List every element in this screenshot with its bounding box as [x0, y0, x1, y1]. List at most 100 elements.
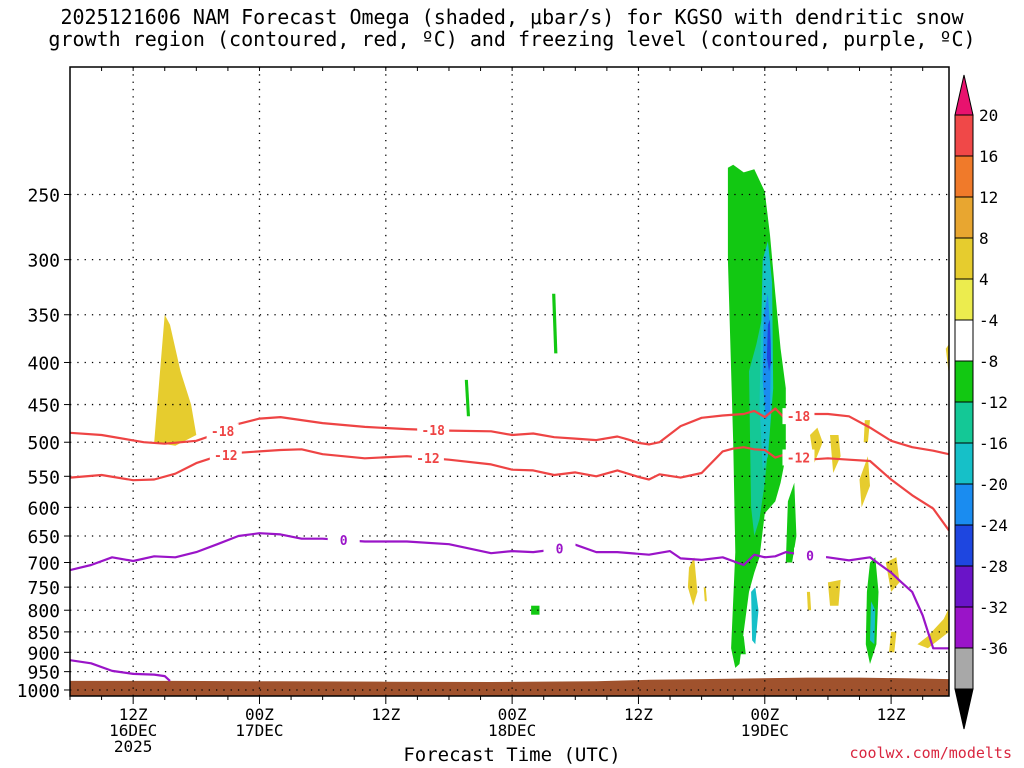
- colorbar-bin: [954, 401, 974, 444]
- omega-cell: [830, 435, 841, 473]
- colorbar-bin: [954, 360, 974, 403]
- omega-cell: [859, 456, 870, 508]
- x-tick-label: 00Z: [245, 705, 274, 724]
- x-tick-label: 12Z: [371, 705, 400, 724]
- ground-surface: [70, 677, 949, 696]
- colorbar-bin: [954, 237, 974, 280]
- x-tick-label: 00Z: [750, 705, 779, 724]
- title-line-2: growth region (contoured, red, ºC) and f…: [48, 27, 976, 51]
- colorbar: 20 16 12 8 4 -4 -8 -12 -16 -20 -24 -28 -32 -36: [954, 74, 1008, 730]
- colorbar-label: -12: [979, 393, 1008, 412]
- contour-label-bg: [794, 547, 827, 564]
- colorbar-label: 8: [979, 229, 989, 248]
- y-tick-label: 700: [27, 553, 60, 574]
- chart-title: 2025121606 NAM Forecast Omega (shaded, μ…: [0, 6, 1024, 50]
- y-tick-label: 550: [27, 467, 60, 488]
- plot-frame: [69, 66, 950, 697]
- y-tick-label: 450: [27, 396, 60, 417]
- colorbar-label: -28: [979, 557, 1008, 576]
- contour-line: [70, 446, 949, 532]
- title-line-1: 2025121606 NAM Forecast Omega (shaded, μ…: [60, 5, 964, 29]
- omega-cell: [154, 314, 197, 446]
- source-credit: coolwx.com/modelts: [849, 744, 1012, 762]
- omega-cell: [827, 579, 841, 606]
- omega-cell: [552, 293, 558, 354]
- x-tick-label: 17DEC: [235, 721, 283, 740]
- colorbar-bin: [954, 442, 974, 485]
- x-tick-label: 12Z: [624, 705, 653, 724]
- x-tick-label: 00Z: [498, 705, 527, 724]
- contour-label-bg: [417, 422, 450, 439]
- y-tick-label: 800: [27, 601, 60, 622]
- contour-label: -12: [416, 452, 439, 467]
- contour-label-bg: [327, 532, 360, 549]
- omega-cell: [870, 601, 876, 645]
- contour-label-bg: [782, 449, 815, 466]
- omega-cell: [863, 420, 870, 443]
- y-tick-label: 600: [27, 498, 60, 519]
- x-tick-label: 19DEC: [741, 721, 789, 740]
- contour-label: -12: [214, 449, 237, 464]
- y-tick-label: 350: [27, 306, 60, 327]
- omega-cell: [531, 605, 540, 615]
- contour-label: 0: [340, 534, 348, 549]
- y-tick-label: 250: [27, 185, 60, 206]
- colorbar-bin: [954, 196, 974, 239]
- contour-line: [70, 659, 171, 682]
- contour-label: -12: [787, 451, 810, 466]
- contour-label-bg: [782, 408, 815, 425]
- x-tick-label: 16DEC: [109, 721, 157, 740]
- colorbar-bin: [954, 647, 974, 690]
- y-tick-label: 650: [27, 527, 60, 548]
- omega-cell: [738, 636, 746, 655]
- y-tick-label: 300: [27, 251, 60, 272]
- contour-label-bg: [209, 446, 242, 463]
- x-tick-label: 2025: [114, 737, 153, 756]
- colorbar-top-arrow: [954, 74, 974, 116]
- contour-label-bg: [206, 423, 239, 440]
- colorbar-label: -32: [979, 598, 1008, 617]
- contour-labels: -18 -18 -18 -12 -12 -12 0 0 0: [206, 408, 827, 565]
- omega-cell: [806, 591, 812, 611]
- contour-label: -18: [421, 424, 445, 439]
- pressure-axis: 2503003504004505005506006507007508008509…: [17, 185, 70, 702]
- y-tick-label: 500: [27, 433, 60, 454]
- colorbar-bin: [954, 483, 974, 526]
- omega-cell: [687, 557, 698, 606]
- y-tick-label: 750: [27, 578, 60, 599]
- colorbar-label: 16: [979, 147, 998, 166]
- contour-label: 0: [806, 550, 814, 565]
- colorbar-bin: [954, 114, 974, 157]
- colorbar-bin: [954, 524, 974, 567]
- omega-cell: [703, 587, 707, 602]
- colorbar-label: 4: [979, 270, 989, 289]
- colorbar-bin: [954, 319, 974, 362]
- omega-cell: [766, 319, 772, 372]
- omega-cell: [917, 608, 949, 649]
- y-tick-label: 1000: [17, 681, 60, 702]
- colorbar-label: -24: [979, 516, 1008, 535]
- contour-line: [70, 532, 949, 650]
- colorbar-label: 20: [979, 106, 998, 125]
- omega-cell: [889, 631, 897, 653]
- x-axis-label: Forecast Time (UTC): [403, 744, 621, 766]
- contour-line: [70, 407, 949, 456]
- colorbar-label: -4: [979, 311, 998, 330]
- colorbar-bin: [954, 565, 974, 608]
- x-tick-label: 18DEC: [488, 721, 536, 740]
- grid-lines: [70, 67, 949, 696]
- omega-cell: [945, 344, 949, 376]
- colorbar-bin: [954, 155, 974, 198]
- omega-cell: [751, 587, 759, 645]
- x-tick-label: 12Z: [119, 705, 148, 724]
- y-tick-label: 950: [27, 663, 60, 684]
- contour-label: -18: [211, 425, 235, 440]
- colorbar-label: -20: [979, 475, 1008, 494]
- colorbar-label: -8: [979, 352, 998, 371]
- contour-label-bg: [543, 540, 576, 557]
- colorbar-bin: [954, 278, 974, 321]
- y-tick-label: 900: [27, 643, 60, 664]
- contour-label: 0: [556, 542, 564, 557]
